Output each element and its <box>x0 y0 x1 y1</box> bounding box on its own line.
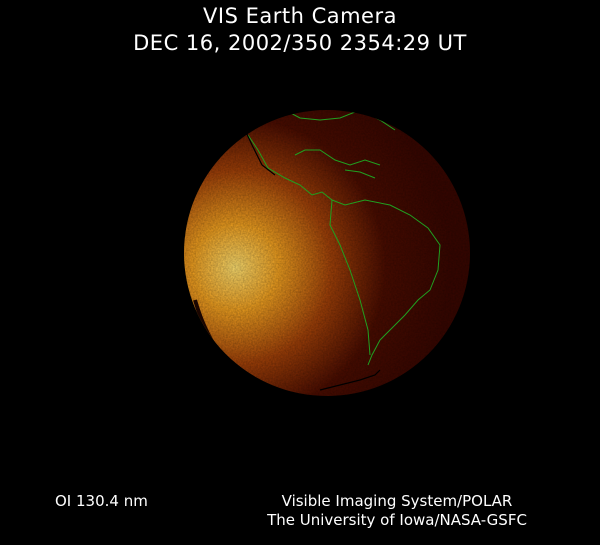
coast-south-tip <box>319 369 381 391</box>
image-title: VIS Earth Camera <box>203 4 397 28</box>
wavelength-label: OI 130.4 nm <box>55 492 148 510</box>
instrument-label: Visible Imaging System/POLAR <box>281 492 513 510</box>
credit-label: The University of Iowa/NASA-GSFC <box>267 511 527 529</box>
image-timestamp: DEC 16, 2002/350 2354:29 UT <box>133 31 467 55</box>
coast-west-limb <box>244 129 276 176</box>
